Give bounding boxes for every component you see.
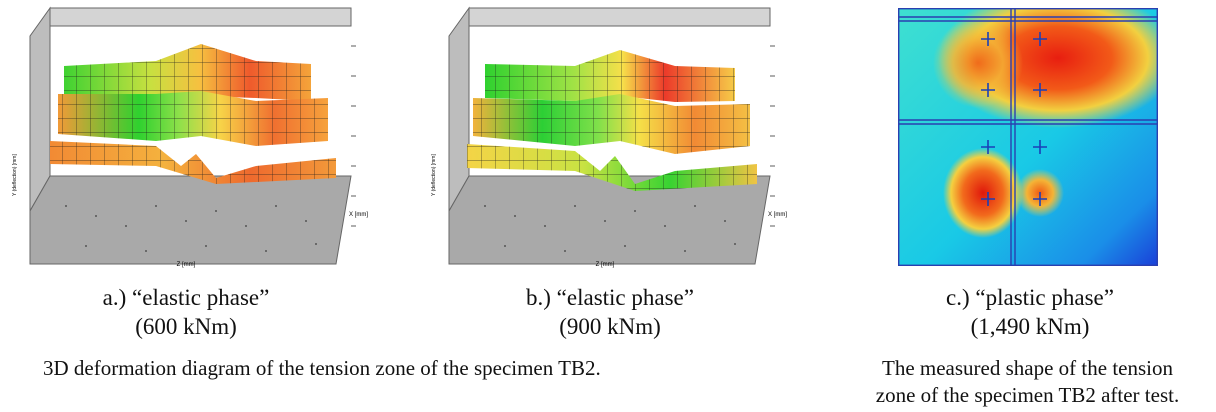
caption-c-title: c.) “plastic phase”: [946, 285, 1114, 310]
figure-note-deformation: 3D deformation diagram of the tension zo…: [43, 356, 601, 380]
back-wall: [49, 7, 352, 27]
axis-label-y: Y (deflection) [mm]: [431, 154, 437, 196]
deformed-surface: [50, 44, 336, 184]
caption-c: c.) “plastic phase” (1,490 kNm): [880, 283, 1180, 341]
caption-a: a.) “elastic phase” (600 kNm): [36, 283, 336, 341]
caption-b-title: b.) “elastic phase”: [526, 285, 694, 310]
floor-plane: [29, 175, 352, 265]
figure-note-line1: The measured shape of the tension: [882, 356, 1173, 380]
caption-a-load: (600 kNm): [135, 314, 237, 339]
axis-label-x: X [mm]: [768, 212, 787, 218]
figure-note-measured-shape: The measured shape of the tension zone o…: [855, 355, 1200, 409]
deformation-plot-a: Y (deflection) [mm] X [mm] Z [mm]: [12, 6, 368, 268]
caption-b-load: (900 kNm): [559, 314, 661, 339]
measured-shape-map: [898, 8, 1158, 266]
caption-b: b.) “elastic phase” (900 kNm): [460, 283, 760, 341]
figure-note-line2: zone of the specimen TB2 after test.: [875, 383, 1180, 407]
deformed-surface: [467, 50, 757, 191]
bolt-markers: [981, 32, 1047, 206]
axis-label-y: Y (deflection) [mm]: [12, 154, 18, 196]
axis-label-z: Z [mm]: [177, 262, 196, 268]
deformation-plot-b: Y (deflection) [mm] X [mm] Z [mm]: [431, 6, 787, 268]
back-wall: [468, 7, 771, 27]
hot-zone-lower-left: [943, 148, 1023, 238]
caption-a-title: a.) “elastic phase”: [102, 285, 270, 310]
axis-label-z: Z [mm]: [596, 262, 615, 268]
floor-plane: [448, 175, 771, 265]
caption-c-load: (1,490 kNm): [970, 314, 1090, 339]
hot-zone-top-left: [933, 18, 1023, 108]
axis-label-x: X [mm]: [349, 212, 368, 218]
